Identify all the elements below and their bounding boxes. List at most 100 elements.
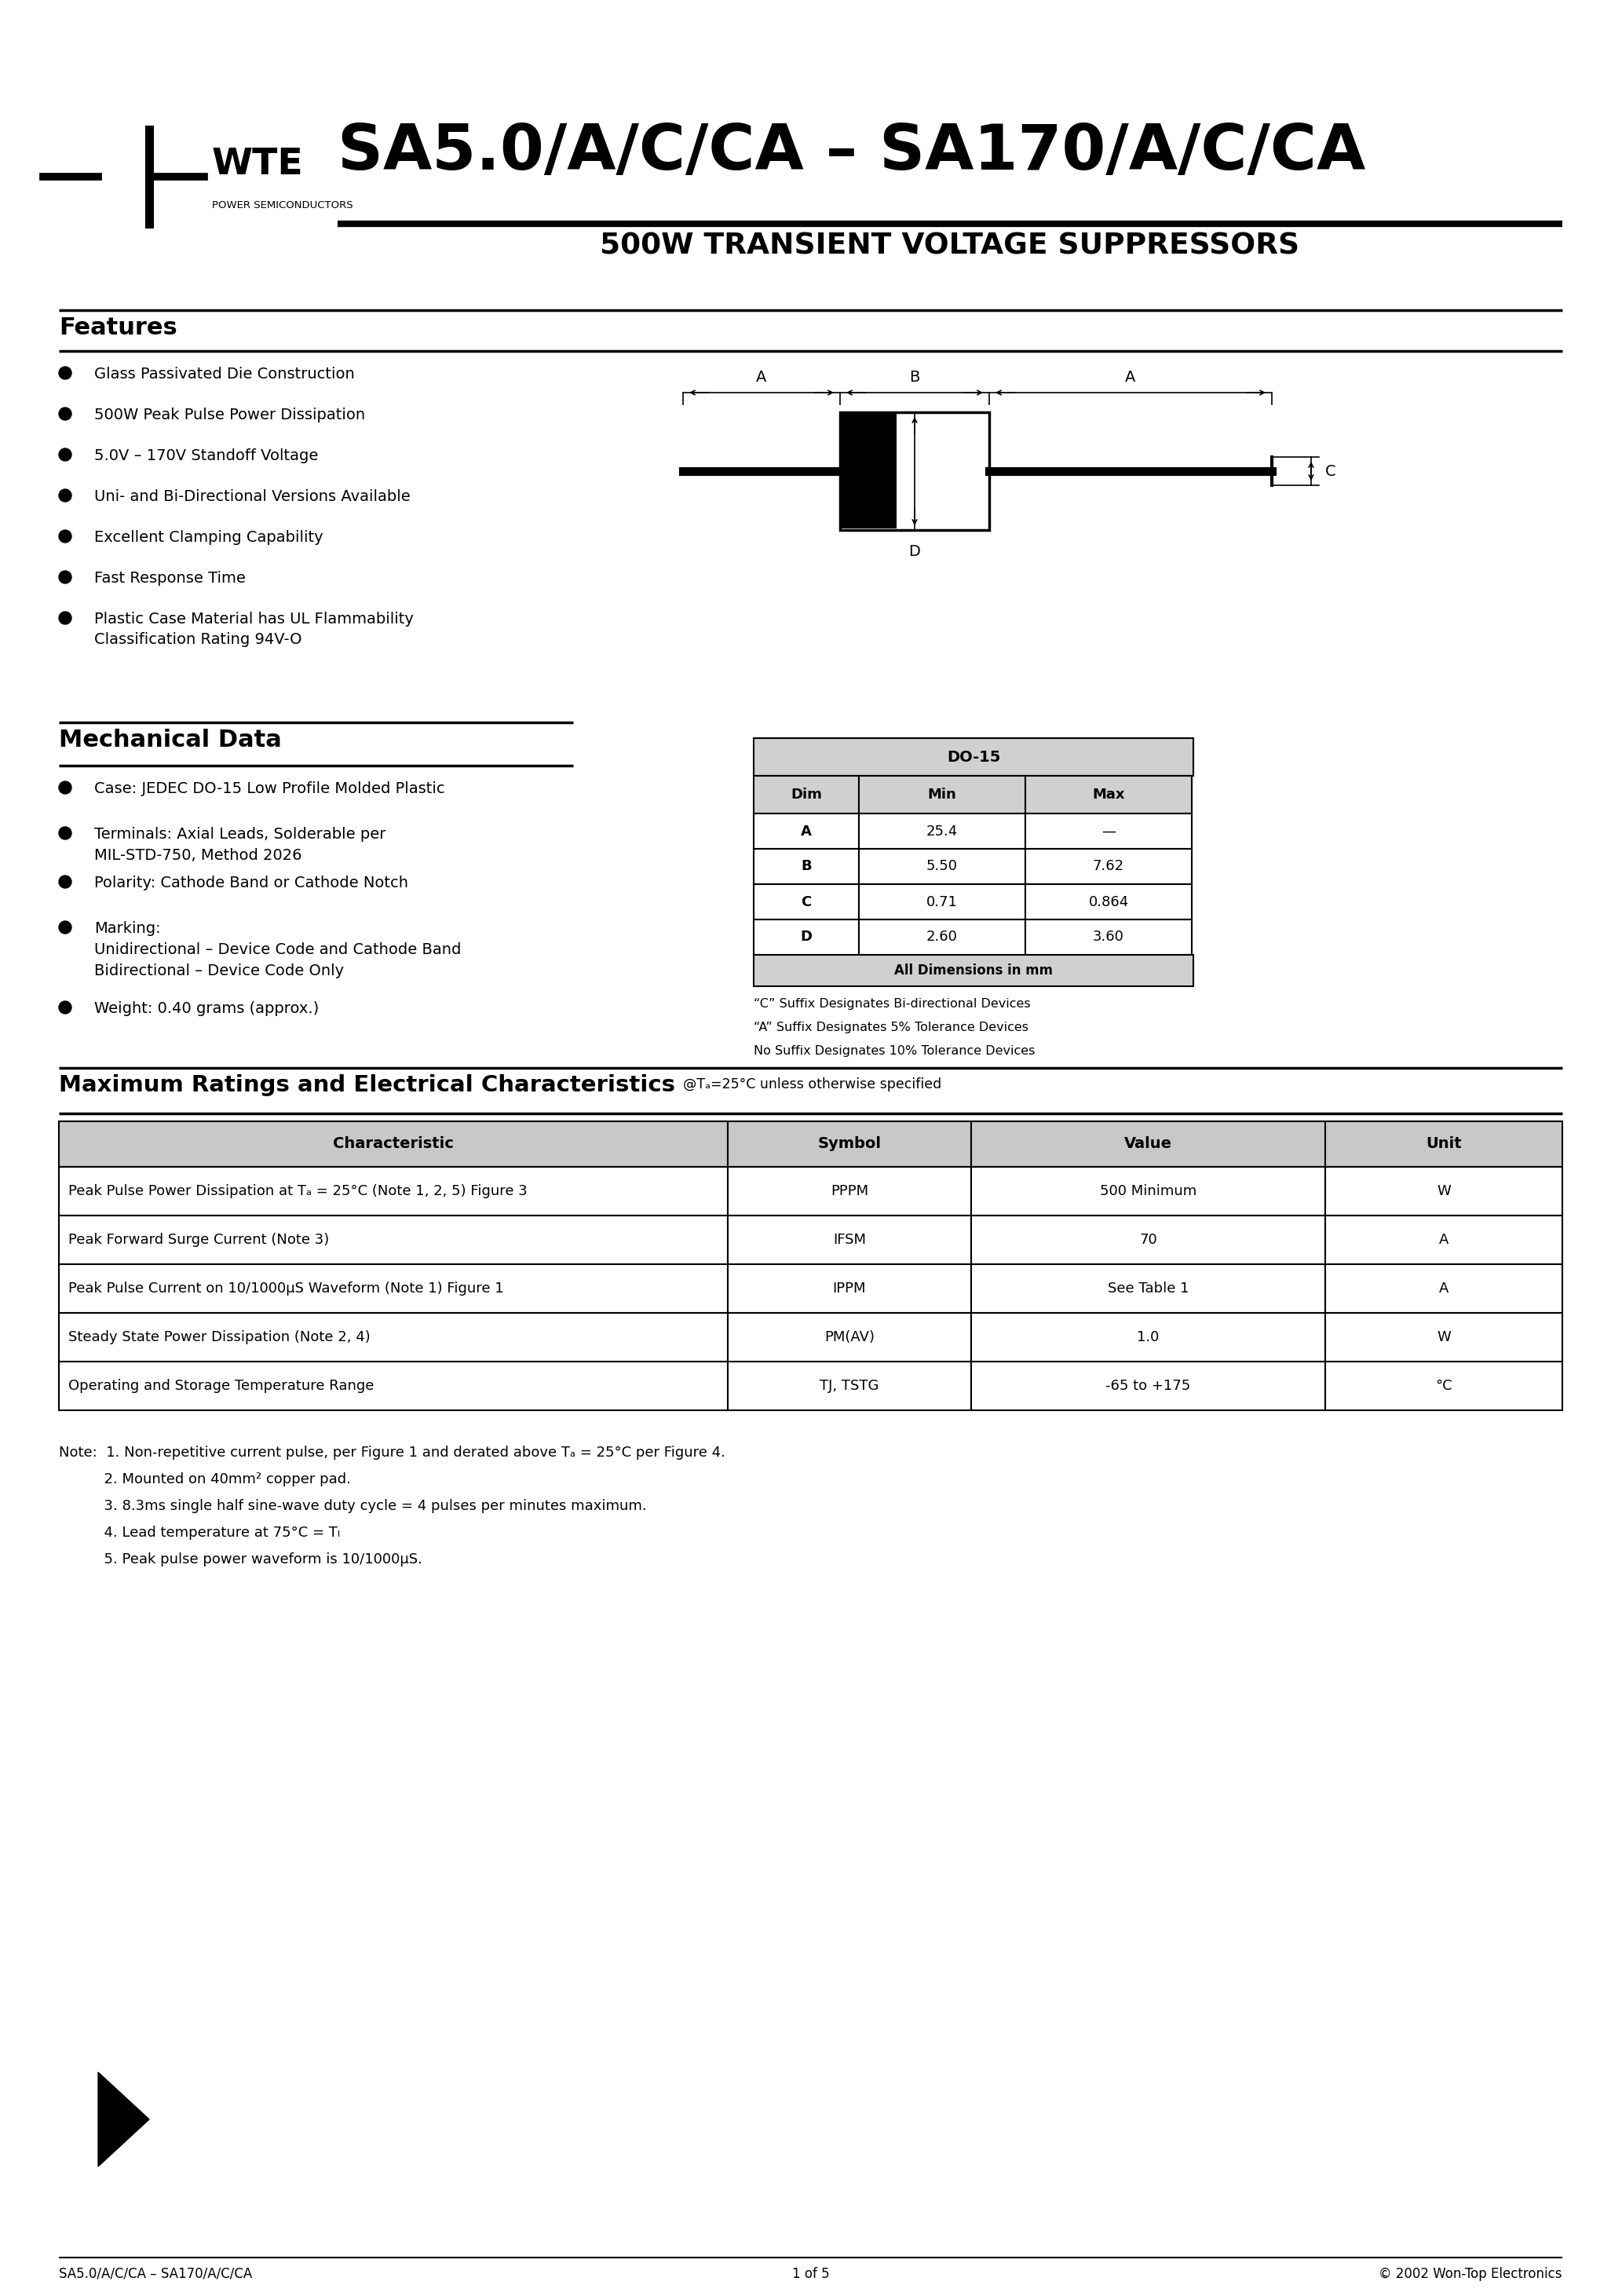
Text: Polarity: Cathode Band or Cathode Notch: Polarity: Cathode Band or Cathode Notch xyxy=(94,875,409,891)
Text: Case: JEDEC DO-15 Low Profile Molded Plastic: Case: JEDEC DO-15 Low Profile Molded Pla… xyxy=(94,781,444,797)
Text: IPPM: IPPM xyxy=(832,1281,866,1295)
Circle shape xyxy=(58,827,71,840)
Text: C: C xyxy=(801,895,811,909)
Text: Min: Min xyxy=(928,788,957,801)
Bar xyxy=(728,1313,972,1362)
Text: 3.60: 3.60 xyxy=(1093,930,1124,944)
Bar xyxy=(754,776,860,813)
Bar xyxy=(1325,1120,1562,1166)
Bar xyxy=(860,918,1025,955)
Bar xyxy=(754,737,1194,776)
Text: 0.71: 0.71 xyxy=(926,895,957,909)
Circle shape xyxy=(58,921,71,934)
Text: A: A xyxy=(1439,1233,1448,1247)
Bar xyxy=(860,884,1025,918)
Circle shape xyxy=(58,406,71,420)
Text: 25.4: 25.4 xyxy=(926,824,959,838)
Bar xyxy=(728,1215,972,1265)
Text: Plastic Case Material has UL Flammability: Plastic Case Material has UL Flammabilit… xyxy=(94,611,414,627)
Bar xyxy=(728,1362,972,1410)
Text: Value: Value xyxy=(1124,1137,1173,1153)
Bar xyxy=(972,1215,1325,1265)
Text: Maximum Ratings and Electrical Characteristics: Maximum Ratings and Electrical Character… xyxy=(58,1075,675,1095)
Text: Note:  1. Non-repetitive current pulse, per Figure 1 and derated above Tₐ = 25°C: Note: 1. Non-repetitive current pulse, p… xyxy=(58,1446,725,1460)
Bar xyxy=(754,918,860,955)
Text: Features: Features xyxy=(58,317,177,340)
Text: Classification Rating 94V-O: Classification Rating 94V-O xyxy=(94,631,302,647)
Text: SA5.0/A/C/CA – SA170/A/C/CA: SA5.0/A/C/CA – SA170/A/C/CA xyxy=(337,122,1366,184)
Text: 1.0: 1.0 xyxy=(1137,1329,1160,1343)
Bar xyxy=(972,1313,1325,1362)
Bar xyxy=(754,813,860,850)
Text: 1 of 5: 1 of 5 xyxy=(792,2266,830,2282)
Circle shape xyxy=(58,448,71,461)
Text: Symbol: Symbol xyxy=(817,1137,881,1153)
Bar xyxy=(728,1166,972,1215)
Bar xyxy=(1325,1313,1562,1362)
Circle shape xyxy=(58,781,71,794)
Bar xyxy=(860,850,1025,884)
Text: WTE: WTE xyxy=(212,147,303,184)
Text: Bidirectional – Device Code Only: Bidirectional – Device Code Only xyxy=(94,964,344,978)
Text: W: W xyxy=(1437,1329,1450,1343)
Text: D: D xyxy=(800,930,813,944)
Text: B: B xyxy=(801,859,811,872)
Text: Mechanical Data: Mechanical Data xyxy=(58,728,282,751)
Text: Unidirectional – Device Code and Cathode Band: Unidirectional – Device Code and Cathode… xyxy=(94,941,461,957)
Circle shape xyxy=(58,875,71,889)
Bar xyxy=(754,884,860,918)
Text: A: A xyxy=(801,824,811,838)
Bar xyxy=(754,955,1194,987)
Text: A: A xyxy=(1439,1281,1448,1295)
Text: PM(AV): PM(AV) xyxy=(824,1329,874,1343)
Text: 500W Peak Pulse Power Dissipation: 500W Peak Pulse Power Dissipation xyxy=(94,406,365,422)
Bar xyxy=(972,1265,1325,1313)
Text: Characteristic: Characteristic xyxy=(333,1137,454,1153)
Bar xyxy=(1025,918,1192,955)
Bar xyxy=(58,1120,728,1166)
Bar xyxy=(1025,884,1192,918)
Bar xyxy=(1325,1265,1562,1313)
Text: TJ, TSTG: TJ, TSTG xyxy=(819,1380,879,1394)
Text: 5. Peak pulse power waveform is 10/1000μS.: 5. Peak pulse power waveform is 10/1000μ… xyxy=(58,1552,422,1566)
Bar xyxy=(1325,1215,1562,1265)
Text: 5.50: 5.50 xyxy=(926,859,959,872)
Text: © 2002 Won-Top Electronics: © 2002 Won-Top Electronics xyxy=(1379,2266,1562,2282)
Polygon shape xyxy=(99,2073,149,2167)
Text: Dim: Dim xyxy=(790,788,822,801)
Text: IFSM: IFSM xyxy=(834,1233,866,1247)
Text: “C” Suffix Designates Bi-directional Devices: “C” Suffix Designates Bi-directional Dev… xyxy=(754,999,1030,1010)
Text: All Dimensions in mm: All Dimensions in mm xyxy=(894,964,1053,978)
Text: See Table 1: See Table 1 xyxy=(1108,1281,1189,1295)
Bar xyxy=(728,1120,972,1166)
Text: Steady State Power Dissipation (Note 2, 4): Steady State Power Dissipation (Note 2, … xyxy=(68,1329,370,1343)
Text: 7.62: 7.62 xyxy=(1093,859,1124,872)
Text: PPPM: PPPM xyxy=(830,1185,868,1199)
Bar xyxy=(58,1265,728,1313)
Text: D: D xyxy=(908,544,920,560)
Bar xyxy=(860,776,1025,813)
Text: Weight: 0.40 grams (approx.): Weight: 0.40 grams (approx.) xyxy=(94,1001,320,1017)
Text: Uni- and Bi-Directional Versions Available: Uni- and Bi-Directional Versions Availab… xyxy=(94,489,410,505)
Text: 2.60: 2.60 xyxy=(926,930,957,944)
Text: 3. 8.3ms single half sine-wave duty cycle = 4 pulses per minutes maximum.: 3. 8.3ms single half sine-wave duty cycl… xyxy=(58,1499,647,1513)
Text: Marking:: Marking: xyxy=(94,921,161,937)
Text: 70: 70 xyxy=(1139,1233,1156,1247)
Bar xyxy=(972,1120,1325,1166)
Bar xyxy=(58,1166,728,1215)
Text: Peak Pulse Power Dissipation at Tₐ = 25°C (Note 1, 2, 5) Figure 3: Peak Pulse Power Dissipation at Tₐ = 25°… xyxy=(68,1185,527,1199)
Text: 500 Minimum: 500 Minimum xyxy=(1100,1185,1197,1199)
Bar xyxy=(1325,1166,1562,1215)
Text: 2. Mounted on 40mm² copper pad.: 2. Mounted on 40mm² copper pad. xyxy=(58,1472,350,1486)
Text: W: W xyxy=(1437,1185,1450,1199)
Text: Peak Forward Surge Current (Note 3): Peak Forward Surge Current (Note 3) xyxy=(68,1233,329,1247)
Text: SA5.0/A/C/CA – SA170/A/C/CA: SA5.0/A/C/CA – SA170/A/C/CA xyxy=(58,2266,251,2282)
Circle shape xyxy=(58,1001,71,1015)
Bar xyxy=(842,413,897,528)
Text: Fast Response Time: Fast Response Time xyxy=(94,572,245,585)
Bar xyxy=(840,413,989,530)
Circle shape xyxy=(58,367,71,379)
Text: Terminals: Axial Leads, Solderable per: Terminals: Axial Leads, Solderable per xyxy=(94,827,386,843)
Bar xyxy=(972,1166,1325,1215)
Text: Unit: Unit xyxy=(1426,1137,1461,1153)
